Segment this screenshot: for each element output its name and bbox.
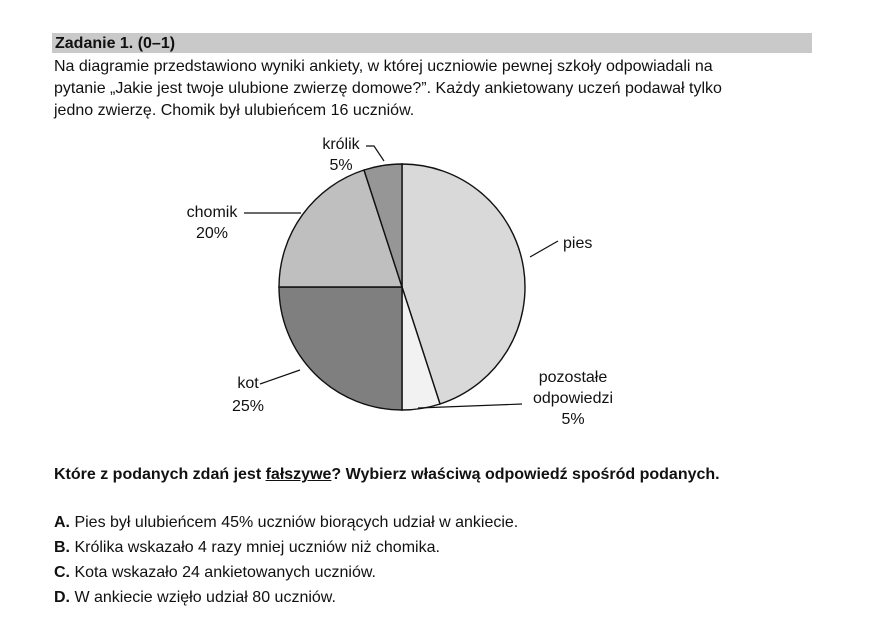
leader-line-pozostale [417, 403, 523, 409]
slice-label-chomik: chomik [187, 204, 239, 221]
option-text: Królika wskazało 4 razy mniej uczniów ni… [74, 539, 440, 556]
slice-label-pozostale-line2: odpowiedzi [533, 390, 613, 407]
option-letter: A. [54, 514, 70, 531]
pie-slice [278, 286, 403, 411]
answer-option-d[interactable]: D. W ankiecie wzięło udział 80 uczniów. [54, 588, 518, 613]
pie-chart: królik 5% chomik 20% pies kot 25% pozost… [187, 136, 613, 428]
pie-slices [278, 163, 526, 411]
slice-label-pozostale-line1: pozostałe [539, 369, 608, 386]
leader-line-kot [259, 369, 301, 385]
answer-options: A. Pies był ulubieńcem 45% uczniów biorą… [54, 513, 518, 613]
question-after: ? Wybierz właściwą odpowiedź spośród pod… [331, 466, 720, 483]
intro-line: Na diagramie przedstawiono wyniki ankiet… [54, 58, 713, 75]
answer-option-c[interactable]: C. Kota wskazało 24 ankietowanych ucznió… [54, 563, 518, 588]
option-letter: B. [54, 539, 70, 556]
leader-line-pies [529, 240, 559, 258]
pie-slice [363, 163, 403, 288]
slice-value-pozostale: 5% [561, 411, 584, 428]
slice-value-krolik: 5% [329, 157, 352, 174]
slice-label-pies: pies [563, 235, 592, 252]
slice-label-kot: kot [237, 375, 259, 392]
option-text: Kota wskazało 24 ankietowanych uczniów. [74, 564, 376, 581]
option-text: Pies był ulubieńcem 45% uczniów biorącyc… [74, 514, 519, 531]
slice-value-kot: 25% [232, 398, 264, 415]
intro-line: jedno zwierzę. Chomik był ulubieńcem 16 … [54, 102, 415, 119]
question-text: Które z podanych zdań jest fałszywe? Wyb… [54, 466, 720, 484]
question-emphasis: fałszywe [265, 466, 332, 483]
answer-option-b[interactable]: B. Królika wskazało 4 razy mniej uczniów… [54, 538, 518, 563]
option-text: W ankiecie wzięło udział 80 uczniów. [74, 589, 336, 606]
slice-label-krolik: królik [322, 136, 360, 153]
intro-line: pytanie „Jakie jest twoje ulubione zwier… [54, 80, 722, 97]
option-letter: C. [54, 564, 70, 581]
question-before: Które z podanych zdań jest [54, 466, 266, 483]
leader-line-krolik [366, 145, 385, 162]
option-letter: D. [54, 589, 70, 606]
slice-value-chomik: 20% [196, 225, 228, 242]
pie-slice [401, 163, 526, 405]
answer-option-a[interactable]: A. Pies był ulubieńcem 45% uczniów biorą… [54, 513, 518, 538]
task-intro: Na diagramie przedstawiono wyniki ankiet… [54, 56, 824, 122]
pie-slice [278, 169, 403, 288]
task-header-bar [52, 33, 812, 53]
task-title: Zadanie 1. (0–1) [55, 35, 176, 52]
